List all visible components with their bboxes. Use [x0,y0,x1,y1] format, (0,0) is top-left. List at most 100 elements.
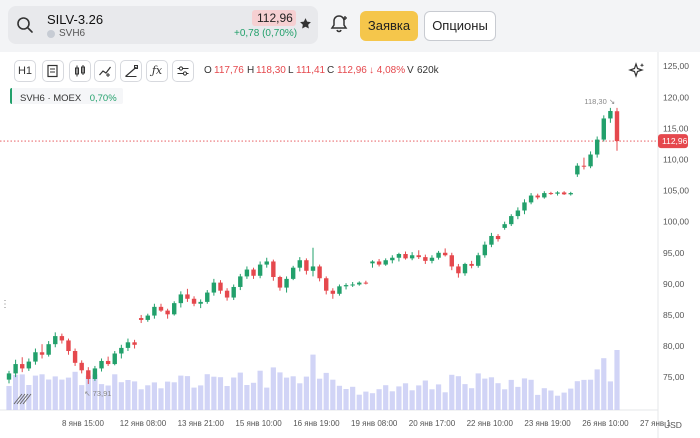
search-icon[interactable] [16,16,34,39]
volume-bar [131,381,138,410]
volume-bar [79,385,85,410]
top-bar: SILV-3.26 SVH6 112,96 +0,78 (0,70%) Заяв… [0,0,700,52]
candle-body [462,263,468,274]
volume-bar [607,381,613,410]
candle-body [39,352,45,355]
volume-bar [469,388,475,410]
volume-bar [482,378,488,410]
candle-body [224,290,230,298]
instrument-card[interactable]: SILV-3.26 SVH6 112,96 +0,78 (0,70%) [8,6,318,44]
order-button[interactable]: Заявка [360,11,418,41]
volume-bar [449,374,455,410]
price-axis-label: 100,00 [663,217,689,227]
volume-bar [383,385,389,410]
candlestick-chart[interactable]: 125,00 120,00 115,00 110,00 105,00 100,00 95,0… [0,52,700,438]
ticker-name: SILV-3.26 [47,12,104,27]
candles-icon[interactable] [69,60,91,82]
volume-bar [369,393,376,410]
candle-body [172,303,177,315]
volume-bar [224,386,230,410]
volume-bar [13,374,19,410]
candle-body [105,360,111,365]
candle-body [482,244,488,256]
time-axis-label: 8 янв 15:00 [62,419,104,428]
candle-body [390,257,395,261]
exchange-icon [47,30,55,38]
volume-bar [429,389,435,410]
favorite-star-icon[interactable] [299,17,312,35]
candle-body [343,285,349,287]
volume-bar [416,385,422,410]
volume-bar [297,383,303,410]
time-axis-label: 26 янв 10:00 [582,419,629,428]
candle-body [310,266,316,271]
currency-label: USD [664,420,682,430]
volume-bar [462,384,468,410]
candle-body [337,286,342,294]
ruler-hatch-icon[interactable] [13,393,32,405]
volume-bar [535,394,541,410]
candle-body [92,368,98,379]
bell-alert-icon[interactable] [330,14,348,39]
subticker: SVH6 [59,28,86,39]
svg-text:112,96: 112,96 [662,136,688,146]
volume-bar [191,387,197,410]
indicators-icon[interactable] [94,60,116,82]
series-legend[interactable]: SVH6 · MOEX 0,70% [10,88,123,104]
low-marker: ↖ 73,91 [84,389,111,398]
price-axis-label: 105,00 [663,186,689,196]
candle-body [191,298,197,304]
drawing-tool-icon[interactable] [120,60,142,82]
legend-change: 0,70% [89,93,117,104]
ai-sparkle-icon[interactable] [628,62,646,85]
volume-bar [145,385,151,410]
candle-body [178,294,184,304]
volume-bar [488,377,495,410]
candle-body [515,210,521,217]
volume-bar [184,376,191,410]
left-drag-handle[interactable]: ⋮ [0,299,10,310]
volume-bar [277,372,283,410]
price-axis-label: 85,00 [663,310,685,320]
candle-body [6,373,12,380]
candle-body [403,254,408,259]
candle-body [575,165,580,175]
volume-bar [39,374,45,410]
volume-bar [317,378,323,410]
candle-body [489,235,494,245]
candle-body [409,255,415,259]
volume-bar [376,389,382,410]
volume-bar [257,370,263,410]
high-marker: 118,30 ↘ [584,97,615,106]
candle-body [99,360,104,369]
candle-body [330,290,336,294]
price-change: +0,78 (0,70%) [234,28,298,39]
chart-panel[interactable]: H1 ƒx O 117,76 H 118,30 L 111,41 C 112,9… [0,52,700,438]
interval-button[interactable]: H1 [14,60,36,82]
volume-bar [495,383,501,410]
volume-bar [614,350,620,410]
candle-body [297,260,302,268]
function-icon[interactable]: ƒx [146,60,168,82]
candle-body [555,192,560,194]
candle-body [324,278,329,291]
chart-type-icon[interactable] [42,60,64,82]
candle-body [476,255,481,266]
volume-bar [343,389,349,410]
candle-body [218,282,223,291]
candle-body [535,195,540,198]
volume-bar [217,377,224,410]
volume-bar [330,379,336,410]
volume-bar [283,377,290,410]
options-button[interactable]: Опционы [424,11,496,41]
candle-body [383,260,388,265]
candle-body [594,139,600,155]
time-axis-label: 23 янв 19:00 [524,419,571,428]
time-axis-label: 20 янв 17:00 [409,419,456,428]
candle-body [205,292,210,302]
settings-sliders-icon[interactable] [172,60,194,82]
candle-body [185,294,190,299]
volume-bar [32,375,39,410]
candle-body [469,263,474,266]
candle-body [238,276,243,287]
